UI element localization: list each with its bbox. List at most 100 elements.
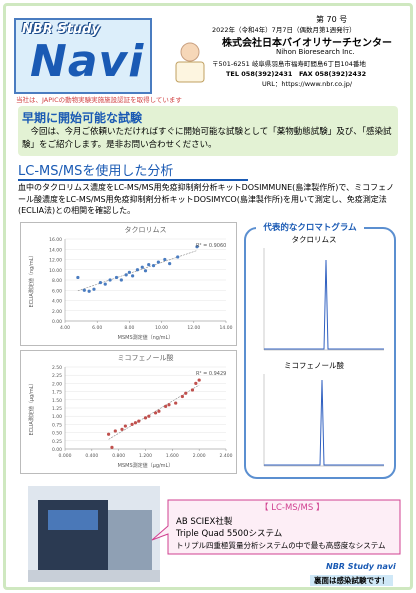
- callout-line: Triple Quad 5500システム: [175, 529, 282, 539]
- note: 当社は、JAPICの動物実験実施施設認証を取得しています: [16, 96, 182, 104]
- y-tick-label: 1.75: [52, 390, 62, 396]
- mascot-icon: [175, 42, 205, 83]
- point: [131, 274, 135, 278]
- page-frame: [3, 3, 413, 590]
- point: [147, 263, 151, 267]
- y-tick-label: 0.00: [52, 319, 62, 325]
- point: [153, 411, 158, 415]
- point: [147, 414, 151, 418]
- point: [107, 432, 111, 436]
- y-tick-label: 0.25: [52, 439, 62, 445]
- x-tick-label: 12.00: [187, 325, 200, 331]
- y-tick-label: 0.75: [52, 422, 62, 428]
- date: 2022年（令和4年）7月7日（偶数月第1週発行）: [212, 26, 356, 34]
- x-tick-label: 0.400: [85, 453, 98, 459]
- issue: 第 70 号: [316, 15, 348, 24]
- tel: TEL 058(392)2431 FAX 058(392)2432: [226, 70, 367, 78]
- chart-title: タクロリムス: [125, 225, 167, 234]
- footer-logo: NBR Study navi: [326, 562, 396, 571]
- y-axis-label: ECLIA測定値（ng/mL）: [28, 252, 35, 307]
- footer-note: 裏面は感染試験です！: [310, 575, 393, 586]
- callout: 【 LC-MS/MS 】 AB SCIEX社製 Triple Quad 5500…: [151, 499, 401, 555]
- point: [130, 422, 134, 426]
- point: [194, 381, 198, 385]
- y-tick-label: 0.50: [52, 431, 62, 437]
- point: [167, 403, 171, 407]
- y-tick-label: 1.25: [52, 406, 62, 412]
- section1-box: [18, 106, 398, 156]
- chart-tacrolimus: タクロリムス 0.00 2.00 4.00 6.00 8.00 10.00 12.00 14.0…: [20, 222, 237, 346]
- point: [168, 262, 172, 266]
- y-axis-label: ECLIA測定値（μg/mL）: [28, 380, 35, 435]
- callout-title: 【 LC-MS/MS 】: [260, 503, 324, 513]
- x-tick-label: 2.000: [193, 453, 206, 459]
- point: [164, 404, 168, 408]
- point: [180, 394, 184, 399]
- chromatogram-label: タクロリムス: [292, 235, 337, 244]
- point: [87, 289, 91, 293]
- point: [157, 409, 161, 413]
- y-tick-label: 14.00: [49, 247, 62, 253]
- url: URL：https://www.nbr.co.jp/: [262, 80, 353, 88]
- y-tick-label: 8.00: [52, 278, 62, 284]
- point: [163, 257, 167, 262]
- x-tick-label: 8.00: [124, 325, 134, 331]
- point: [108, 278, 112, 282]
- point: [143, 269, 148, 273]
- point: [127, 270, 131, 274]
- point: [113, 429, 117, 433]
- chart-title: ミコフェノール酸: [118, 353, 174, 362]
- x-tick-label: 14.00: [220, 325, 233, 331]
- y-tick-label: 0.00: [52, 447, 62, 453]
- point: [98, 280, 103, 285]
- y-tick-label: 16.00: [49, 237, 62, 243]
- point: [110, 445, 114, 449]
- section2-body: 血中のタクロリムス濃度をLC-MS/MS用免疫抑制剤分析キットDOSIMMUNE…: [18, 183, 395, 215]
- x-tick-label: 1.600: [166, 453, 179, 459]
- x-tick-label: 10.00: [155, 325, 168, 331]
- logo-line1: NBR Study: [22, 22, 100, 37]
- point: [184, 391, 188, 395]
- point: [133, 421, 138, 425]
- y-tick-label: 2.50: [52, 365, 62, 371]
- point: [140, 265, 144, 269]
- x-tick-label: 4.00: [60, 325, 70, 331]
- annotation: R² = 0.9429: [196, 371, 226, 377]
- section1-body: 今回は、今月ご依頼いただければすぐに開始可能な試験として「薬物動態試験」及び、「…: [22, 127, 392, 150]
- point: [103, 282, 107, 286]
- x-tick-label: 1.200: [139, 453, 152, 459]
- x-tick-label: 2.400: [220, 453, 233, 459]
- point: [143, 416, 148, 420]
- point: [119, 278, 123, 282]
- point: [92, 287, 96, 291]
- x-tick-label: 0.000: [59, 453, 72, 459]
- point: [174, 401, 178, 405]
- point: [82, 288, 86, 292]
- section1-title: 早期に開始可能な試験: [22, 111, 143, 125]
- point: [135, 268, 140, 272]
- point: [120, 427, 124, 431]
- x-tick-label: 6.00: [92, 325, 102, 331]
- trend-line: [108, 384, 200, 440]
- y-tick-label: 12.00: [49, 258, 62, 264]
- chromatogram-title: 代表的なクロマトグラム: [262, 222, 357, 233]
- instrument-photo: [28, 486, 160, 582]
- point: [151, 264, 156, 268]
- company: 株式会社日本バイオリサーチセンター: [222, 38, 392, 49]
- x-tick-label: 0.800: [112, 453, 125, 459]
- point: [76, 275, 80, 280]
- logo-line2: Navi: [30, 36, 145, 87]
- y-tick-label: 1.50: [52, 398, 62, 404]
- address: 〒501-6251 岐阜県羽島市福寿町間島6丁目104番地: [212, 60, 366, 68]
- point: [123, 424, 127, 428]
- point: [137, 419, 141, 423]
- y-tick-label: 10.00: [49, 268, 62, 274]
- point: [156, 260, 160, 264]
- y-tick-label: 2.25: [52, 373, 62, 379]
- chromatogram-panel: 代表的なクロマトグラム タクロリムス ミコフェノール酸: [244, 220, 396, 479]
- callout-line: トリプル四重極質量分析システムの中で最も高感度なシステム: [176, 540, 386, 550]
- section2-title: LC-MS/MSを使用した分析: [18, 160, 248, 181]
- y-tick-label: 6.00: [52, 288, 62, 294]
- y-tick-label: 2.00: [52, 381, 62, 387]
